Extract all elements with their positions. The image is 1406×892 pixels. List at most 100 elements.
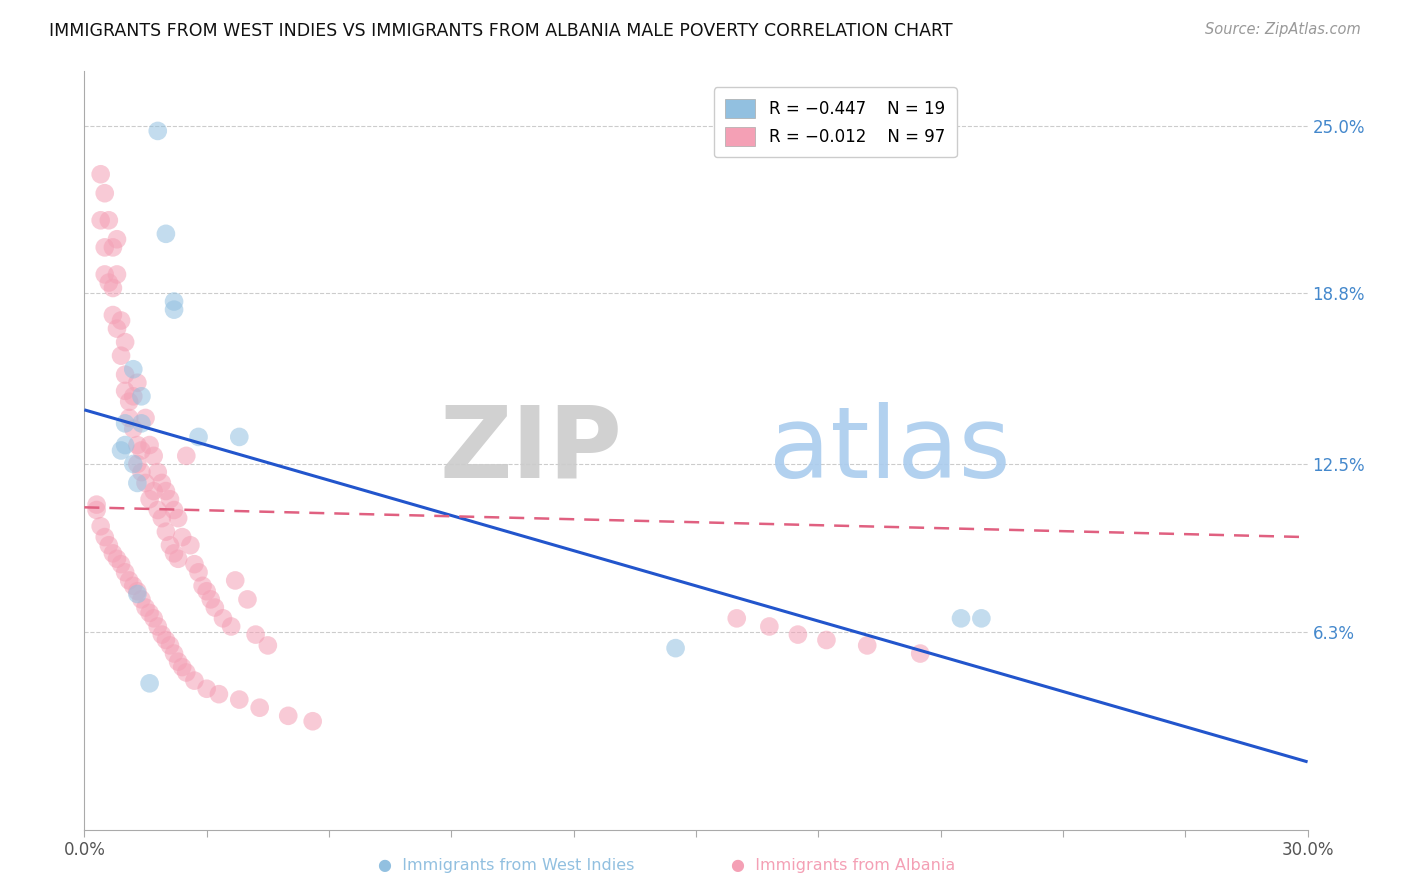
Point bbox=[131, 465, 153, 479]
Point bbox=[138, 676, 160, 690]
Point bbox=[787, 627, 810, 641]
Text: IMMIGRANTS FROM WEST INDIES VS IMMIGRANTS FROM ALBANIA MALE POVERTY CORRELATION : IMMIGRANTS FROM WEST INDIES VS IMMIGRANT… bbox=[49, 22, 953, 40]
Point bbox=[122, 362, 145, 376]
Point bbox=[183, 673, 205, 688]
Point bbox=[159, 538, 181, 552]
Point bbox=[135, 600, 157, 615]
Point bbox=[127, 376, 149, 390]
Point bbox=[219, 619, 242, 633]
Point bbox=[101, 240, 124, 254]
Point bbox=[204, 600, 226, 615]
Point bbox=[131, 592, 153, 607]
Point bbox=[245, 627, 267, 641]
Point bbox=[163, 503, 186, 517]
Point bbox=[142, 611, 165, 625]
Point bbox=[191, 579, 214, 593]
Point bbox=[856, 639, 879, 653]
Point bbox=[187, 566, 209, 580]
Point bbox=[665, 641, 688, 656]
Point bbox=[105, 551, 128, 566]
Point bbox=[122, 457, 145, 471]
Point bbox=[122, 389, 145, 403]
Point bbox=[142, 484, 165, 499]
Point bbox=[163, 294, 186, 309]
Point bbox=[758, 619, 780, 633]
Point bbox=[86, 503, 108, 517]
Point bbox=[135, 475, 157, 490]
Point bbox=[725, 611, 748, 625]
Point bbox=[135, 411, 157, 425]
Point bbox=[105, 268, 128, 282]
Point bbox=[163, 546, 186, 560]
Point bbox=[277, 708, 299, 723]
Point bbox=[138, 438, 160, 452]
Point bbox=[301, 714, 323, 729]
Point bbox=[174, 665, 197, 680]
Point bbox=[114, 566, 136, 580]
Point bbox=[167, 551, 190, 566]
Point bbox=[93, 186, 115, 201]
Point bbox=[118, 574, 141, 588]
Text: Source: ZipAtlas.com: Source: ZipAtlas.com bbox=[1205, 22, 1361, 37]
Point bbox=[172, 660, 194, 674]
Point bbox=[131, 443, 153, 458]
Point bbox=[110, 557, 132, 572]
Point bbox=[910, 647, 932, 661]
Point bbox=[163, 647, 186, 661]
Point bbox=[142, 449, 165, 463]
Point bbox=[93, 530, 115, 544]
Point bbox=[146, 124, 169, 138]
Point bbox=[122, 579, 145, 593]
Point bbox=[249, 700, 271, 714]
Legend: R = −0.447    N = 19, R = −0.012    N = 97: R = −0.447 N = 19, R = −0.012 N = 97 bbox=[714, 87, 956, 158]
Point bbox=[93, 240, 115, 254]
Point bbox=[179, 538, 201, 552]
Point bbox=[174, 449, 197, 463]
Point bbox=[815, 633, 838, 648]
Point bbox=[950, 611, 973, 625]
Point bbox=[163, 302, 186, 317]
Point bbox=[167, 511, 190, 525]
Point bbox=[146, 465, 169, 479]
Point bbox=[236, 592, 259, 607]
Point bbox=[118, 411, 141, 425]
Text: ●  Immigrants from Albania: ● Immigrants from Albania bbox=[731, 858, 956, 872]
Point bbox=[155, 633, 177, 648]
Point bbox=[159, 639, 181, 653]
Point bbox=[114, 368, 136, 382]
Point bbox=[97, 213, 120, 227]
Point bbox=[110, 313, 132, 327]
Point bbox=[155, 484, 177, 499]
Point bbox=[131, 389, 153, 403]
Point bbox=[195, 584, 218, 599]
Point bbox=[257, 639, 280, 653]
Point bbox=[101, 546, 124, 560]
Point bbox=[127, 584, 149, 599]
Text: atlas: atlas bbox=[769, 402, 1011, 499]
Point bbox=[101, 308, 124, 322]
Point bbox=[138, 492, 160, 507]
Point bbox=[150, 511, 173, 525]
Point bbox=[146, 503, 169, 517]
Point bbox=[101, 281, 124, 295]
Point bbox=[97, 538, 120, 552]
Point bbox=[114, 384, 136, 398]
Point bbox=[105, 321, 128, 335]
Point bbox=[97, 276, 120, 290]
Point bbox=[131, 417, 153, 431]
Point bbox=[208, 687, 231, 701]
Point bbox=[90, 519, 112, 533]
Y-axis label: Male Poverty: Male Poverty bbox=[0, 397, 8, 504]
Point bbox=[114, 438, 136, 452]
Point bbox=[172, 530, 194, 544]
Text: ZIP: ZIP bbox=[440, 402, 623, 499]
Point bbox=[114, 335, 136, 350]
Point bbox=[167, 655, 190, 669]
Point bbox=[118, 394, 141, 409]
Point bbox=[105, 232, 128, 246]
Point bbox=[228, 692, 250, 706]
Point bbox=[155, 227, 177, 241]
Point bbox=[127, 587, 149, 601]
Point bbox=[90, 167, 112, 181]
Point bbox=[228, 430, 250, 444]
